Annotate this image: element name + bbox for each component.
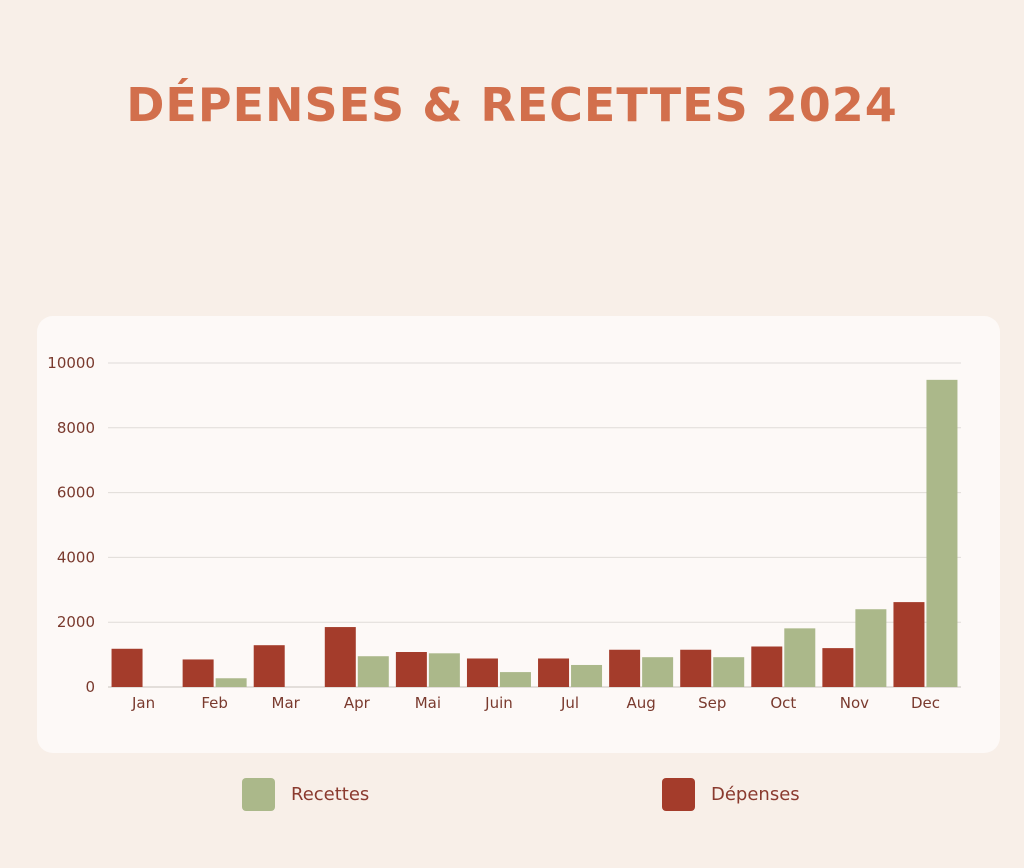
bar-depenses-jan	[111, 648, 143, 687]
legend-swatch-recettes	[242, 778, 275, 811]
bar-recettes-mai	[428, 653, 460, 687]
x-tick-label: Aug	[626, 694, 655, 712]
bar-depenses-nov	[822, 648, 854, 687]
legend-label-recettes: Recettes	[291, 784, 370, 805]
legend-item-recettes: Recettes	[242, 778, 369, 811]
y-tick-label: 4000	[57, 548, 95, 566]
x-tick-label: Nov	[840, 694, 869, 712]
bar-recettes-aug	[642, 657, 674, 687]
bar-recettes-apr	[357, 656, 389, 687]
legend-label-depenses: Dépenses	[711, 784, 800, 805]
x-tick-label: Dec	[911, 694, 940, 712]
x-tick-label: Feb	[201, 694, 228, 712]
y-tick-label: 10000	[47, 354, 95, 372]
x-tick-label: Sep	[698, 694, 726, 712]
bar-depenses-mai	[395, 652, 427, 687]
bar-depenses-feb	[182, 659, 214, 687]
bar-depenses-sep	[680, 649, 712, 687]
legend-item-depenses: Dépenses	[662, 778, 800, 811]
bar-recettes-juin	[499, 672, 531, 687]
x-tick-label: Oct	[770, 694, 796, 712]
bar-recettes-oct	[784, 628, 816, 687]
bar-depenses-dec	[893, 602, 925, 687]
legend-swatch-depenses	[662, 778, 695, 811]
y-tick-label: 8000	[57, 419, 95, 437]
bar-recettes-feb	[215, 678, 247, 687]
x-tick-label: Mai	[415, 694, 441, 712]
bar-recettes-jul	[571, 664, 603, 687]
bar-depenses-juin	[466, 658, 498, 687]
y-tick-label: 6000	[57, 484, 95, 502]
bar-depenses-mar	[253, 645, 285, 687]
bar-depenses-aug	[609, 649, 641, 687]
chart-title: DÉPENSES & RECETTES 2024	[126, 78, 898, 132]
y-tick-label: 2000	[57, 613, 95, 631]
bar-chart: 0 2000 4000 6000 8000 10000 Jan Feb Mar Apr Mai Jui…	[47, 354, 961, 712]
x-tick-label: Juin	[484, 694, 513, 712]
bar-recettes-sep	[713, 657, 745, 687]
x-tick-label: Jan	[131, 694, 155, 712]
bar-recettes-nov	[855, 609, 887, 687]
bar-recettes-dec	[926, 379, 958, 687]
chart-card: 0 2000 4000 6000 8000 10000 Jan Feb Mar Apr Mai Jui…	[37, 316, 1000, 753]
bar-depenses-jul	[538, 658, 570, 687]
bar-depenses-oct	[751, 646, 783, 687]
y-tick-label: 0	[85, 678, 95, 696]
bar-depenses-apr	[324, 627, 356, 687]
x-tick-label: Jul	[560, 694, 579, 712]
x-tick-label: Apr	[344, 694, 371, 712]
x-tick-label: Mar	[272, 694, 301, 712]
